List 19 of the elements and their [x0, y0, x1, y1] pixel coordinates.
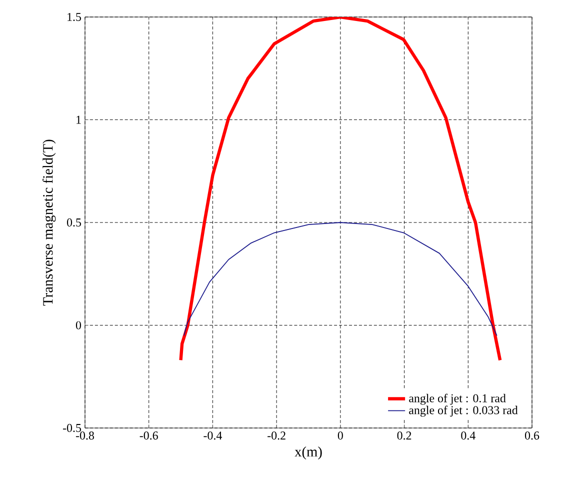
y-tick-label: 0.5 [66, 218, 82, 227]
x-tick-label: 0.4 [461, 432, 476, 440]
x-tick-label: 0 [338, 432, 343, 440]
y-tick-label: 1 [76, 116, 81, 124]
x-tick-label: -0.8 [76, 432, 94, 440]
y-tick-label: 0 [76, 321, 82, 330]
legend-label: angle of jet : 0.033 rad [409, 406, 518, 417]
y-tick-label: -0.5 [62, 424, 82, 432]
y-tick-label: 1.5 [68, 12, 82, 22]
x-tick-label: -0.2 [268, 432, 286, 440]
x-tick-label: -0.6 [140, 432, 158, 440]
x-tick-label: 0.2 [397, 432, 412, 440]
x-axis-title: x(m) [294, 446, 322, 460]
legend-label: angle of jet : 0.1 rad [409, 394, 506, 405]
line-series [184, 222, 498, 336]
y-axis-title: Transverse magnetic field(T) [42, 140, 56, 306]
x-tick-label: -0.4 [204, 432, 222, 440]
line-series [179, 16, 502, 362]
x-tick-label: 0.6 [524, 432, 540, 440]
